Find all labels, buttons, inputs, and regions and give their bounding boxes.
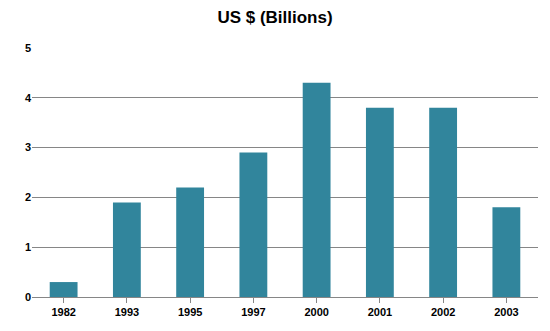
svg-text:1993: 1993 [115,306,139,318]
svg-text:5: 5 [25,42,31,54]
svg-text:2001: 2001 [368,306,392,318]
svg-text:1997: 1997 [241,306,265,318]
svg-text:2: 2 [25,191,31,203]
svg-text:0: 0 [25,291,31,303]
svg-text:2000: 2000 [304,306,328,318]
svg-text:2002: 2002 [431,306,455,318]
svg-text:1: 1 [25,241,31,253]
svg-text:1995: 1995 [178,306,202,318]
svg-text:US $ (Billions): US $ (Billions) [217,8,332,27]
svg-text:2003: 2003 [494,306,518,318]
svg-text:1982: 1982 [51,306,75,318]
svg-text:4: 4 [25,92,32,104]
svg-text:3: 3 [25,141,31,153]
